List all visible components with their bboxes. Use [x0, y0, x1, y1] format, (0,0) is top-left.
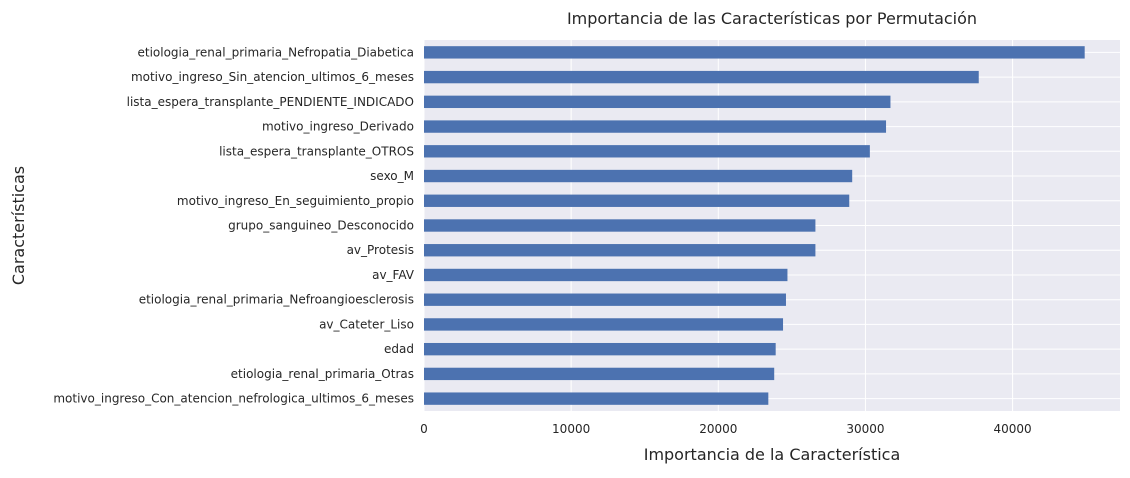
bar — [424, 318, 784, 331]
bar — [424, 342, 776, 356]
bar — [424, 392, 769, 405]
bar — [424, 367, 775, 381]
y-tick-label: etiologia_renal_primaria_Nefroangioescle… — [139, 293, 414, 307]
y-tick-label: motivo_ingreso_Sin_atencion_ultimos_6_me… — [131, 70, 414, 84]
y-tick-label: av_FAV — [372, 268, 415, 282]
x-tick-label: 10000 — [552, 422, 590, 436]
y-tick-label: av_Protesis — [347, 243, 414, 257]
x-tick-labels: 0 10000 20000 30000 40000 — [420, 422, 1031, 436]
bar — [424, 46, 1085, 59]
x-axis-label: Importancia de la Característica — [644, 445, 901, 464]
y-tick-label: motivo_ingreso_En_seguimiento_propio — [177, 194, 414, 208]
y-tick-label: motivo_ingreso_Derivado — [262, 120, 414, 134]
y-axis-label: Características — [9, 166, 28, 285]
bar — [424, 293, 786, 306]
bar — [424, 194, 850, 207]
bar — [424, 70, 979, 84]
bar — [424, 244, 816, 257]
x-tick-label: 20000 — [699, 422, 737, 436]
x-tick-label: 0 — [420, 422, 428, 436]
bar — [424, 95, 891, 109]
y-tick-label: grupo_sanguineo_Desconocido — [228, 219, 414, 233]
bar — [424, 120, 887, 133]
y-tick-label: lista_espera_transplante_PENDIENTE_INDIC… — [127, 95, 414, 109]
bar — [424, 145, 870, 158]
y-tick-label: av_Cateter_Liso — [319, 317, 414, 331]
y-tick-label: sexo_M — [370, 169, 414, 183]
bar — [424, 219, 816, 232]
chart-title: Importancia de las Características por P… — [567, 9, 977, 28]
bars — [424, 46, 1085, 405]
y-tick-labels: etiologia_renal_primaria_Nefropatia_Diab… — [53, 45, 414, 405]
y-tick-label: lista_espera_transplante_OTROS — [219, 144, 414, 158]
bar — [424, 268, 788, 282]
y-tick-label: etiologia_renal_primaria_Nefropatia_Diab… — [137, 45, 414, 59]
y-tick-label: motivo_ingreso_Con_atencion_nefrologica_… — [53, 392, 414, 406]
y-tick-label: etiologia_renal_primaria_Otras — [231, 367, 414, 381]
x-tick-label: 40000 — [993, 422, 1031, 436]
bar — [424, 169, 853, 183]
y-tick-label: edad — [384, 342, 414, 356]
x-tick-label: 30000 — [846, 422, 884, 436]
